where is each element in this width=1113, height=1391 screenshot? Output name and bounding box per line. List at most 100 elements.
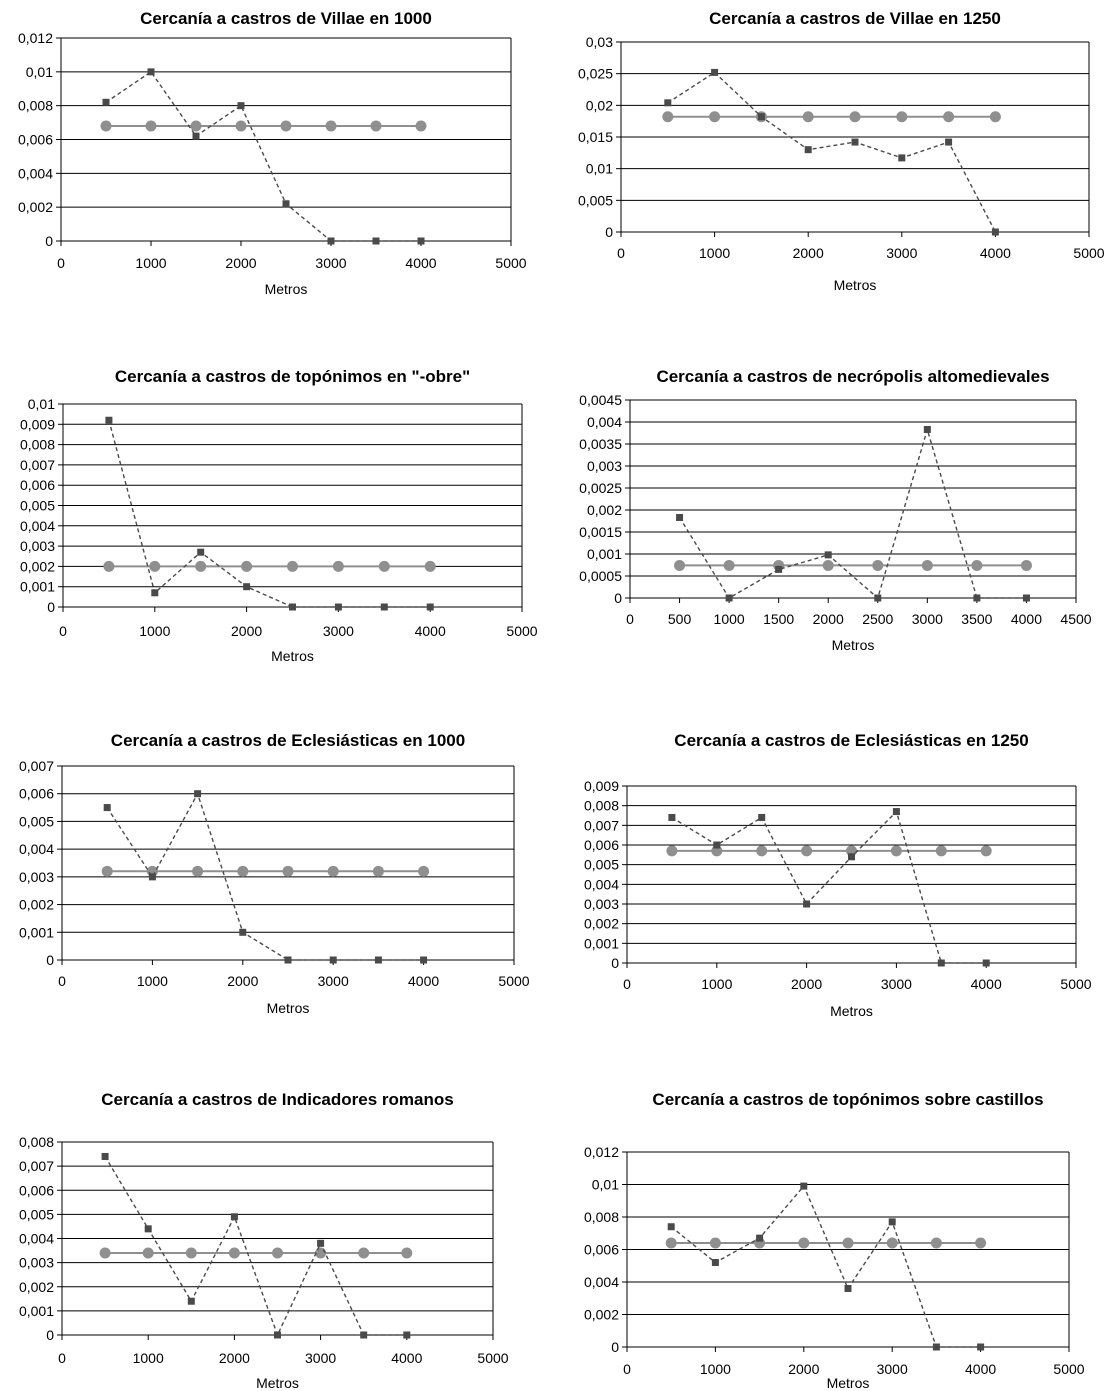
- data-point-square: [327, 237, 335, 245]
- y-tick-label: 0,005: [584, 857, 619, 873]
- x-tick-label: 1000: [133, 1350, 164, 1366]
- y-tick-label: 0,007: [19, 1158, 54, 1174]
- y-tick-label: 0,001: [584, 935, 619, 951]
- data-point-square: [848, 853, 855, 861]
- y-tick-label: 0,006: [19, 786, 54, 802]
- chart-title: Cercanía a castros de Villae en 1250: [709, 9, 1001, 28]
- data-point-circle: [665, 1237, 677, 1249]
- x-tick-label: 3000: [886, 245, 917, 261]
- data-point-square: [426, 603, 434, 611]
- chart-panel: Cercanía a castros de necrópolis altomed…: [579, 367, 1092, 653]
- y-tick-label: 0,008: [584, 798, 619, 814]
- data-point-square: [192, 132, 200, 140]
- y-tick-label: 0,0025: [579, 480, 622, 496]
- data-point-circle: [103, 560, 115, 572]
- y-tick-label: 0,007: [584, 817, 619, 833]
- data-point-square: [105, 416, 113, 424]
- y-tick-label: 0,005: [578, 192, 613, 208]
- y-tick-label: 0,006: [584, 837, 619, 853]
- data-point-circle: [195, 560, 207, 572]
- x-tick-label: 2000: [813, 611, 844, 627]
- data-point-square: [403, 1331, 411, 1339]
- chart-panel: Cercanía a castros de Villae en 1000 0 0,0…: [18, 9, 527, 297]
- y-tick-label: 0,01: [586, 161, 613, 177]
- y-tick-label: 0,02: [586, 97, 613, 113]
- y-tick-label: 0,002: [584, 916, 619, 932]
- y-tick-label: 0,003: [20, 538, 55, 554]
- data-point-circle: [287, 560, 298, 572]
- series-line-observed: [106, 791, 424, 961]
- x-tick-label: 3000: [323, 623, 354, 639]
- y-tick-label: 0,002: [19, 897, 54, 913]
- data-point-circle: [192, 865, 204, 877]
- series-line-observed: [108, 420, 431, 608]
- x-tick-label: 5000: [477, 1350, 508, 1366]
- data-point-square: [973, 594, 981, 602]
- x-tick-label: 500: [668, 611, 692, 627]
- x-tick-label: 0: [626, 611, 634, 627]
- y-tick-label: 0,009: [20, 416, 55, 432]
- y-tick-label: 0,003: [584, 896, 619, 912]
- data-point-square: [713, 841, 721, 849]
- x-tick-label: 2000: [791, 976, 822, 992]
- y-tick-label: 0,002: [19, 1279, 54, 1295]
- data-point-square: [374, 956, 382, 964]
- y-tick-label: 0,001: [587, 546, 622, 562]
- data-point-square: [937, 959, 945, 967]
- chart-panel: Cercanía a castros de topónimos sobre ca…: [584, 1090, 1085, 1391]
- data-point-square: [372, 237, 380, 245]
- data-point-circle: [989, 111, 1001, 123]
- y-tick-label: 0,006: [584, 1242, 619, 1258]
- y-tick-label: 0,004: [18, 165, 53, 181]
- data-point-square: [243, 583, 251, 591]
- data-point-circle: [415, 120, 427, 132]
- data-point-square: [282, 200, 290, 208]
- data-point-square: [420, 956, 428, 964]
- y-tick-label: 0,004: [19, 1231, 54, 1247]
- data-point-square: [945, 138, 953, 146]
- data-point-circle: [662, 111, 674, 123]
- y-tick-label: 0: [45, 233, 53, 249]
- y-tick-label: 0,01: [26, 64, 53, 80]
- x-tick-label: 5000: [1060, 976, 1091, 992]
- data-point-circle: [943, 111, 955, 123]
- data-point-square: [803, 900, 811, 908]
- data-point-circle: [272, 1247, 283, 1259]
- series-line-observed: [670, 1184, 981, 1348]
- data-point-circle: [370, 120, 382, 132]
- data-point-square: [102, 98, 110, 106]
- x-tick-label: 4500: [1060, 611, 1091, 627]
- data-point-square: [775, 565, 783, 573]
- data-point-circle: [332, 560, 344, 572]
- data-point-square: [982, 959, 990, 967]
- series-line-observed: [667, 71, 997, 233]
- y-tick-label: 0: [605, 224, 613, 240]
- x-tick-label: 0: [58, 973, 66, 989]
- data-point-square: [888, 1218, 896, 1226]
- chart-title: Cercanía a castros de Eclesiásticas en 1…: [111, 731, 465, 750]
- y-tick-label: 0,008: [20, 437, 55, 453]
- data-point-circle: [723, 559, 735, 571]
- x-tick-label: 1000: [137, 973, 168, 989]
- data-point-circle: [372, 865, 384, 877]
- x-tick-label: 0: [617, 245, 625, 261]
- series-line-observed: [105, 70, 421, 242]
- x-tick-label: 4000: [408, 973, 439, 989]
- data-point-square: [892, 808, 900, 816]
- x-tick-label: 3000: [305, 1350, 336, 1366]
- x-axis-label: Metros: [834, 277, 877, 293]
- data-point-circle: [142, 1247, 154, 1259]
- data-point-square: [101, 1152, 109, 1160]
- y-tick-label: 0,006: [18, 132, 53, 148]
- x-tick-label: 0: [57, 255, 65, 271]
- y-tick-label: 0: [614, 590, 622, 606]
- y-tick-label: 0,006: [19, 1182, 54, 1198]
- y-tick-label: 0,004: [20, 518, 55, 534]
- data-point-circle: [99, 1247, 111, 1259]
- x-tick-label: 0: [623, 976, 631, 992]
- data-point-circle: [802, 111, 814, 123]
- data-point-circle: [378, 560, 390, 572]
- x-tick-label: 0: [59, 623, 67, 639]
- y-tick-label: 0,025: [578, 66, 613, 82]
- data-point-circle: [975, 1237, 987, 1249]
